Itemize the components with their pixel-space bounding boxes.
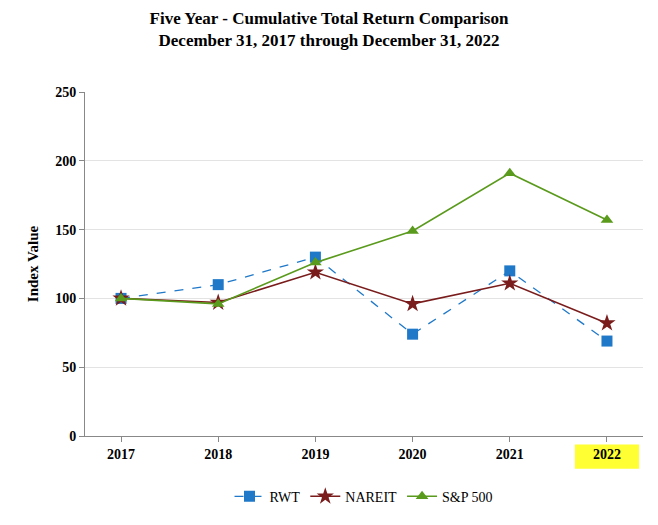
svg-text:100: 100 (55, 291, 76, 306)
svg-text:2019: 2019 (301, 447, 329, 462)
svg-text:2020: 2020 (399, 447, 427, 462)
svg-text:Index Value: Index Value (25, 226, 41, 303)
svg-text:250: 250 (55, 85, 76, 100)
svg-text:S&P 500: S&P 500 (442, 490, 492, 505)
svg-text:200: 200 (55, 154, 76, 169)
svg-text:RWT: RWT (270, 490, 301, 505)
svg-text:150: 150 (55, 223, 76, 238)
svg-text:2021: 2021 (496, 447, 524, 462)
svg-text:2018: 2018 (204, 447, 232, 462)
svg-text:NAREIT: NAREIT (345, 490, 397, 505)
svg-text:2017: 2017 (107, 447, 135, 462)
svg-text:50: 50 (62, 360, 76, 375)
svg-text:0: 0 (69, 429, 76, 444)
svg-text:Five Year - Cumulative Total R: Five Year - Cumulative Total Return Comp… (150, 9, 509, 50)
svg-text:2022: 2022 (593, 447, 621, 462)
